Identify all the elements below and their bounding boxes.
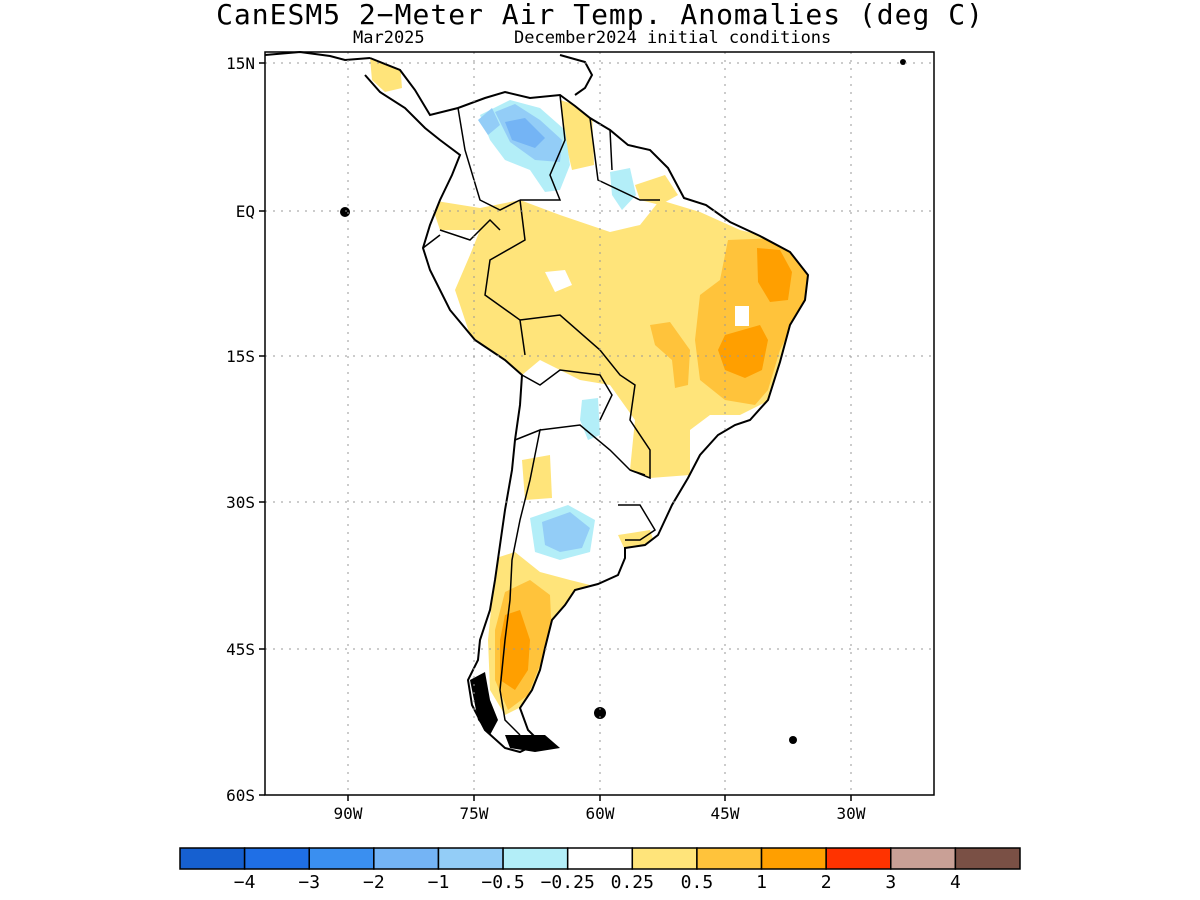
- colorbar-label: 0.5: [681, 872, 714, 893]
- chilean-fjords: [470, 672, 498, 735]
- colorbar-swatch: [243, 847, 310, 870]
- axis-tick-labels: 15N EQ 15S 30S 45S 60S 90W 75W 60W 45W 30W: [226, 54, 866, 823]
- colorbar-label: 1: [756, 872, 767, 893]
- lon-tick-label: 45W: [711, 804, 740, 823]
- colorbar-label: −0.25: [541, 872, 595, 893]
- colorbar-label: −1: [428, 872, 450, 893]
- colorbar-swatch: [825, 847, 892, 870]
- colorbar-label: −2: [363, 872, 385, 893]
- cool-anomaly-argentina-core: [542, 512, 590, 552]
- strong-warm-anomaly-chile: [500, 610, 530, 690]
- colorbar-label: −4: [234, 872, 256, 893]
- cool-anomaly-guiana: [610, 168, 636, 210]
- colorbar-swatch: [437, 847, 504, 870]
- warm-anomaly-central-brazil: [650, 322, 690, 388]
- colorbar-swatch: [502, 847, 569, 870]
- warm-anomaly-amapa: [635, 175, 678, 205]
- warm-anomaly-andes: [522, 455, 552, 500]
- country-borders: [422, 94, 660, 736]
- colorbar-label: −0.5: [481, 872, 524, 893]
- colorbar-swatch: [760, 847, 827, 870]
- galapagos-islands: [340, 207, 350, 217]
- map-plot-area: [265, 52, 934, 795]
- lat-tick-label: 15S: [226, 347, 255, 366]
- colorbar-swatch: [890, 847, 957, 870]
- forecast-month: Mar2025: [353, 28, 425, 48]
- colorbar-swatch: [631, 847, 698, 870]
- lat-tick-label: 60S: [226, 786, 255, 805]
- colorbar-labels: −4 −3 −2 −1 −0.5 −0.25 0.25 0.5 1 2 3 4: [234, 872, 961, 893]
- initial-conditions: December2024 initial conditions: [514, 28, 832, 48]
- colorbar-swatch: [954, 847, 1021, 870]
- colorbar-label: 2: [821, 872, 832, 893]
- colorbar-label: 3: [885, 872, 896, 893]
- lon-tick-label: 60W: [586, 804, 615, 823]
- islands: [340, 59, 906, 752]
- warm-anomaly-guiana: [560, 100, 594, 170]
- axis-ticks: [259, 62, 852, 801]
- strong-warm-anomaly-ceara: [757, 248, 792, 302]
- colorbar-label: −3: [298, 872, 320, 893]
- lon-tick-label: 90W: [334, 804, 363, 823]
- lon-tick-label: 75W: [460, 804, 489, 823]
- cool-anomaly-venezuela-core: [505, 118, 545, 148]
- south-georgia-island: [789, 736, 797, 744]
- anomaly-shading: [370, 58, 808, 715]
- tierra-del-fuego: [505, 735, 560, 752]
- lat-tick-label: 30S: [226, 493, 255, 512]
- neutral-patch-bahia: [735, 306, 749, 326]
- coastlines: [264, 50, 810, 754]
- lat-tick-label: EQ: [236, 202, 255, 221]
- warm-anomaly-tropics: [430, 200, 808, 478]
- colorbar-swatch: [373, 847, 440, 870]
- colorbar-label: 4: [950, 872, 961, 893]
- cool-anomaly-colombia: [478, 108, 500, 135]
- lat-tick-label: 45S: [226, 640, 255, 659]
- colorbar-swatch: [308, 847, 375, 870]
- falkland-islands: [594, 707, 606, 719]
- colorbar-swatch: [179, 847, 246, 870]
- lat-tick-label: 15N: [226, 54, 255, 73]
- colorbar-label: 0.25: [611, 872, 654, 893]
- strong-warm-anomaly-bahia: [718, 325, 768, 378]
- lon-tick-label: 30W: [837, 804, 866, 823]
- colorbar-swatch: [566, 847, 634, 870]
- lesser-antilles: [900, 59, 906, 65]
- neutral-patch-amazon: [545, 270, 572, 292]
- colorbar: [179, 847, 1021, 870]
- colorbar-swatch: [696, 847, 763, 870]
- chart-title: CanESM5 2−Meter Air Temp. Anomalies (deg…: [216, 0, 984, 31]
